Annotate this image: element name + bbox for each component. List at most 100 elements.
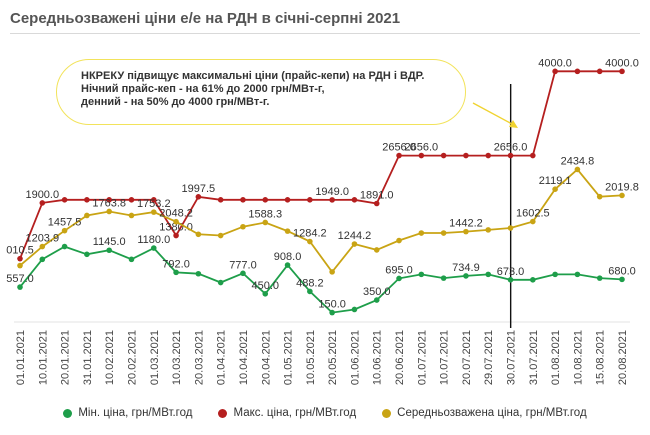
series-2-data-label-9: 1602.5 xyxy=(516,208,550,220)
x-tick-label-2: 20.01.2021 xyxy=(60,330,72,385)
x-tick-label-20: 20.07.2021 xyxy=(461,330,473,385)
series-1-point-10 xyxy=(240,197,246,203)
x-tick-label-17: 20.06.2021 xyxy=(394,330,406,385)
series-1-data-label-8: 2656.0 xyxy=(494,142,528,154)
x-tick-label-21: 29.07.2021 xyxy=(483,330,495,385)
series-0-point-3 xyxy=(84,251,90,258)
series-0-data-label-13: 680.0 xyxy=(608,265,636,277)
series-0-point-6 xyxy=(150,245,157,251)
x-tick-label-14: 20.05.2021 xyxy=(327,330,339,385)
series-1-point-2 xyxy=(61,197,68,203)
series-1-point-18 xyxy=(418,152,425,159)
annotation-line-1: НКРЕКУ підвищує максимальні ціни (прайс-… xyxy=(81,70,425,82)
series-0-point-22 xyxy=(507,277,514,283)
x-tick-label-1: 10.01.2021 xyxy=(37,330,49,385)
series-2-data-label-5: 1588.3 xyxy=(248,208,282,220)
series-1-point-13 xyxy=(307,197,313,203)
series-1-point-9 xyxy=(217,197,224,203)
series-2-point-14 xyxy=(329,269,335,275)
series-1-point-20 xyxy=(463,152,469,159)
x-tick-label-4: 10.02.2021 xyxy=(104,330,116,385)
series-0-point-11 xyxy=(262,291,269,297)
series-2-point-26 xyxy=(596,193,603,200)
series-2-point-21 xyxy=(485,227,492,233)
series-1-point-24 xyxy=(552,68,558,75)
legend: Мін. ціна, грн/МВт.год Макс. ціна, грн/М… xyxy=(0,407,650,419)
series-1-point-22 xyxy=(507,152,514,159)
series-2-point-15 xyxy=(351,241,358,247)
series-0-point-10 xyxy=(240,270,246,277)
x-tick-label-12: 01.05.2021 xyxy=(283,330,295,385)
x-tick-label-27: 20.08.2021 xyxy=(617,330,629,385)
series-0-data-label-3: 792.0 xyxy=(162,258,190,270)
series-0-data-label-0: 557.0 xyxy=(6,273,34,285)
series-1-point-6 xyxy=(150,197,157,203)
series-2-point-25 xyxy=(574,166,581,173)
annotation-callout: НКРЕКУ підвищує максимальні ціни (прайс-… xyxy=(56,59,466,125)
series-1-point-21 xyxy=(485,152,492,159)
series-1-data-label-1: 1900.0 xyxy=(25,189,59,201)
series-1-point-12 xyxy=(284,197,291,203)
series-1-point-7 xyxy=(173,232,179,239)
series-2-point-11 xyxy=(262,219,269,226)
series-0-point-14 xyxy=(329,309,335,316)
callout-arrow-head xyxy=(509,120,518,128)
x-tick-label-0: 01.01.2021 xyxy=(15,330,27,385)
series-1-data-label-9: 4000.0 xyxy=(538,57,572,69)
series-1-point-1 xyxy=(39,200,46,206)
series-2-point-22 xyxy=(507,225,514,231)
series-1-data-label-5: 1891.0 xyxy=(360,189,394,201)
legend-item-avg[interactable]: Середньозважена ціна, грн/МВт.год xyxy=(382,407,587,419)
series-2-point-0 xyxy=(17,262,23,269)
series-0-data-label-12: 673.0 xyxy=(497,266,525,278)
series-1-data-label-4: 1949.0 xyxy=(315,186,349,198)
series-1-point-19 xyxy=(440,152,447,159)
series-0-point-2 xyxy=(61,243,68,250)
series-0-data-label-5: 450.0 xyxy=(251,280,279,292)
series-1-point-11 xyxy=(262,197,269,203)
series-2-data-label-7: 1244.2 xyxy=(338,230,372,242)
series-2-data-label-0: 1203.9 xyxy=(25,233,59,245)
series-1-point-14 xyxy=(329,197,335,203)
x-tick-label-18: 01.07.2021 xyxy=(416,330,428,385)
series-1-point-8 xyxy=(195,194,202,200)
x-tick-label-22: 30.07.2021 xyxy=(506,330,518,385)
legend-item-min[interactable]: Мін. ціна, грн/МВт.год xyxy=(63,407,192,419)
series-0-data-label-2: 1180.0 xyxy=(137,234,170,246)
series-1-point-25 xyxy=(574,68,581,75)
series-1-data-label-7: 2656.0 xyxy=(405,142,439,154)
series-1-data-label-3: 1997.5 xyxy=(182,183,216,195)
series-2-data-label-11: 2434.8 xyxy=(561,155,595,167)
legend-swatch-avg xyxy=(382,408,392,418)
series-0-point-20 xyxy=(463,273,469,279)
series-0-point-8 xyxy=(195,270,202,277)
series-2-data-label-12: 2019.8 xyxy=(605,181,639,193)
series-0-data-label-1: 1145.0 xyxy=(93,236,126,248)
chart-title: Середньозважені ціни е/е на РДН в січні-… xyxy=(10,10,401,27)
series-2-point-12 xyxy=(284,228,291,234)
series-2-data-label-8: 1442.2 xyxy=(449,218,483,230)
series-0-point-18 xyxy=(418,271,425,278)
legend-item-max[interactable]: Макс. ціна, грн/МВт.год xyxy=(218,407,356,419)
series-0-data-label-8: 150.0 xyxy=(318,299,346,311)
series-2-data-label-10: 2119.1 xyxy=(539,175,572,187)
series-0-point-27 xyxy=(619,276,625,283)
series-2-point-16 xyxy=(373,247,380,253)
series-2-point-9 xyxy=(217,232,224,239)
series-2-data-label-2: 1763.8 xyxy=(92,197,126,209)
series-0-data-label-11: 734.9 xyxy=(452,262,480,274)
series-2-point-1 xyxy=(39,243,46,250)
legend-label-min: Мін. ціна, грн/МВт.год xyxy=(78,407,193,419)
series-0-data-label-6: 908.0 xyxy=(274,251,302,263)
series-line-1 xyxy=(19,70,622,260)
series-1-point-0 xyxy=(17,255,23,262)
series-2-point-24 xyxy=(552,186,558,193)
series-1-point-26 xyxy=(596,68,603,75)
series-2-point-13 xyxy=(307,238,313,245)
series-0-point-24 xyxy=(552,271,558,278)
series-0-data-label-9: 350.0 xyxy=(363,286,391,298)
legend-label-avg: Середньозважена ціна, грн/МВт.год xyxy=(397,407,587,419)
series-1-point-4 xyxy=(106,197,112,203)
x-tick-label-6: 01.03.2021 xyxy=(149,330,161,385)
legend-swatch-max xyxy=(218,408,228,418)
